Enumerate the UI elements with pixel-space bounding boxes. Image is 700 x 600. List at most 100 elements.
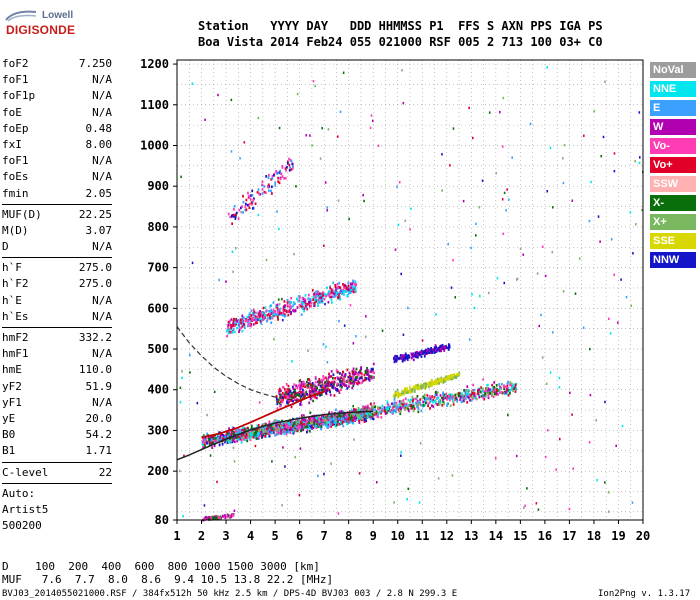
x-tick-label: 14 — [489, 529, 503, 543]
echo-point — [405, 356, 407, 360]
echo-point — [218, 443, 221, 447]
noise-point — [516, 277, 519, 280]
echo-point — [289, 307, 292, 310]
echo-point — [320, 299, 323, 303]
echo-point — [254, 428, 257, 432]
echo-point — [435, 347, 438, 351]
echo-point — [226, 513, 229, 517]
echo-point — [291, 162, 294, 166]
echo-point — [360, 414, 363, 418]
noise-point — [599, 240, 601, 243]
noise-point — [348, 217, 350, 221]
echo-point — [364, 371, 367, 375]
echo-point — [215, 437, 217, 441]
echo-point — [279, 307, 282, 311]
echo-point — [278, 387, 281, 391]
echo-point — [399, 354, 402, 357]
echo-point — [275, 394, 278, 398]
param-value: N/A — [92, 154, 112, 168]
echo-point — [512, 389, 514, 393]
legend: NoVal NNE E W Vo- Vo+ SSW X- X+ SSE NNW — [650, 62, 696, 271]
echo-point — [381, 409, 384, 412]
echo-point — [276, 430, 279, 434]
digisonde-logo: Lowell DIGISONDE — [4, 8, 76, 46]
echo-point — [248, 195, 251, 199]
echo-point — [385, 408, 388, 411]
param-value: 51.9 — [85, 379, 113, 393]
echo-point — [333, 380, 336, 384]
echo-point — [428, 381, 431, 384]
echo-point — [352, 367, 355, 371]
x-tick-label: 5 — [271, 529, 278, 543]
echo-point — [290, 405, 293, 409]
echo-point — [312, 390, 315, 393]
echo-point — [339, 410, 341, 414]
echo-point — [235, 436, 238, 439]
echo-point — [313, 383, 316, 387]
echo-point — [252, 206, 255, 210]
echo-point — [416, 394, 419, 398]
echo-point — [342, 424, 345, 428]
echo-point — [302, 428, 305, 432]
echo-point — [316, 423, 318, 426]
echo-point — [263, 316, 265, 319]
echo-point — [298, 383, 301, 386]
param-value: 20.0 — [85, 411, 113, 425]
echo-point — [332, 376, 334, 380]
echo-point — [454, 393, 457, 397]
noise-point — [562, 290, 565, 293]
echo-point — [286, 298, 289, 302]
echo-point — [277, 318, 279, 321]
echo-point — [334, 424, 337, 428]
echo-point — [312, 420, 315, 424]
echo-point — [405, 402, 408, 406]
echo-point — [305, 380, 308, 384]
noise-point — [537, 508, 540, 511]
echo-point — [348, 374, 351, 378]
noise-point — [562, 157, 564, 160]
echo-point — [477, 392, 480, 395]
echo-point — [233, 324, 236, 328]
echo-point — [239, 318, 242, 322]
solid-profile-curve — [176, 410, 374, 461]
echo-point — [433, 348, 435, 352]
noise-point — [588, 441, 591, 444]
echo-point — [320, 393, 323, 396]
echo-point — [411, 395, 414, 399]
echo-point — [332, 281, 335, 285]
echo-point — [481, 393, 484, 397]
noise-point — [499, 110, 501, 114]
noise-point — [613, 152, 616, 155]
echo-point — [304, 385, 307, 388]
echo-point — [311, 421, 314, 425]
echo-point — [245, 432, 248, 436]
echo-point — [304, 394, 306, 398]
echo-point — [213, 444, 216, 448]
noise-point — [451, 474, 454, 477]
echo-point — [307, 293, 310, 297]
echo-point — [293, 309, 296, 313]
noise-point — [278, 126, 281, 130]
echo-point — [279, 395, 281, 398]
echo-point — [480, 386, 483, 389]
echo-point — [288, 301, 291, 304]
echo-point — [506, 382, 509, 385]
echo-point — [352, 290, 355, 294]
echo-point — [289, 431, 292, 435]
echo-point — [377, 407, 379, 411]
echo-point — [283, 388, 286, 391]
echo-point — [486, 387, 489, 390]
echo-point — [269, 304, 272, 308]
echo-point — [405, 404, 408, 408]
echo-point — [431, 351, 434, 354]
echo-point — [254, 315, 257, 318]
x-tick-label: 18 — [587, 529, 601, 543]
echo-point — [493, 385, 496, 389]
echo-point — [329, 286, 332, 290]
echo-point — [287, 313, 290, 317]
noise-point — [501, 145, 504, 148]
echo-point — [327, 383, 330, 387]
echo-point — [279, 404, 282, 408]
echo-point — [433, 380, 436, 384]
